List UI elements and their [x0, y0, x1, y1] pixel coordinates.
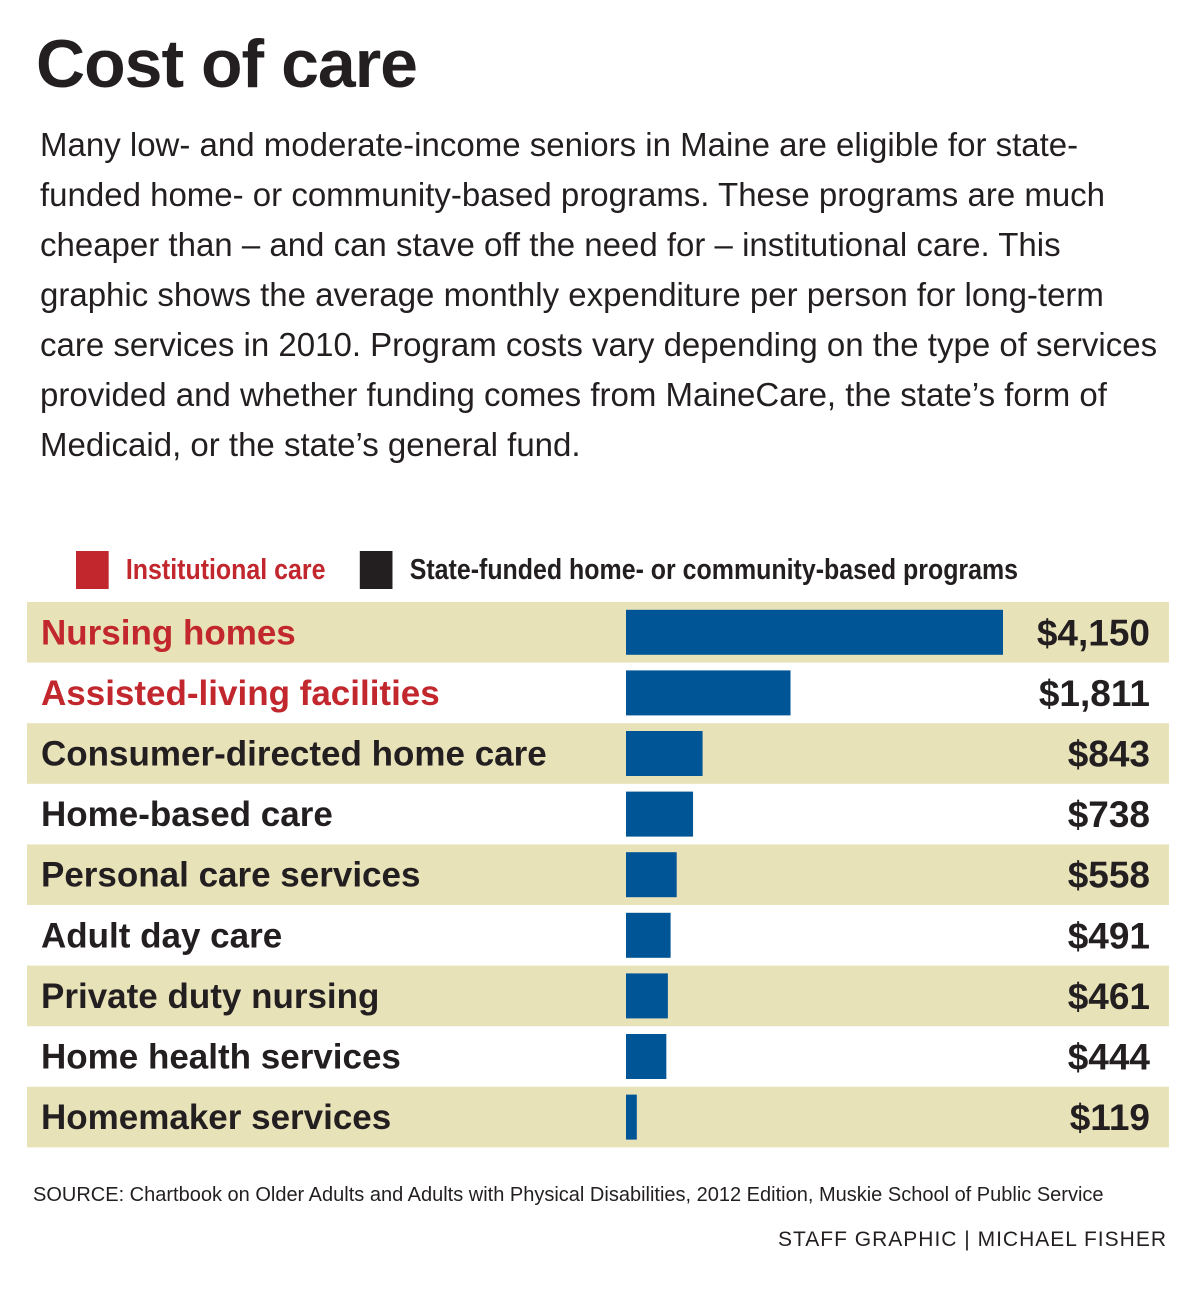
value-label: $1,811 — [1039, 673, 1150, 714]
bar — [626, 791, 694, 837]
bar — [626, 609, 1003, 655]
value-label: $4,150 — [1037, 612, 1150, 653]
legend-item-state-funded: State-funded home- or community-based pr… — [359, 551, 1019, 589]
category-label: Consumer-directed home care — [41, 735, 547, 774]
legend-swatch-state-funded — [359, 551, 393, 589]
bar — [626, 973, 668, 1019]
value-label: $738 — [1068, 794, 1150, 835]
value-label: $843 — [1068, 734, 1150, 775]
category-label: Private duty nursing — [41, 977, 379, 1016]
value-label: $461 — [1068, 976, 1150, 1017]
bar — [626, 670, 791, 716]
value-label: $119 — [1070, 1097, 1150, 1138]
row-band — [27, 965, 1169, 1027]
bar — [626, 852, 677, 898]
staff-credit: STAFF GRAPHIC | MICHAEL FISHER — [778, 1228, 1167, 1251]
source-note: SOURCE: Chartbook on Older Adults and Ad… — [33, 1184, 1104, 1206]
value-label: $558 — [1068, 855, 1150, 896]
legend-label-institutional: Institutional care — [125, 553, 326, 586]
value-label: $491 — [1068, 915, 1150, 956]
row-band — [27, 1086, 1169, 1148]
category-label: Nursing homes — [41, 613, 296, 652]
chart-title: Cost of care — [36, 26, 418, 102]
category-label: Home health services — [41, 1038, 401, 1077]
row-band — [27, 723, 1169, 784]
bar — [626, 912, 671, 958]
bar — [626, 731, 703, 776]
bar-chart-svg: Nursing homes $4,150 Assisted-living facil… — [27, 602, 1169, 1148]
legend-swatch-institutional — [76, 551, 109, 589]
category-label: Homemaker services — [41, 1098, 391, 1137]
value-label: $444 — [1068, 1037, 1151, 1078]
bar-chart: Nursing homes $4,150 Assisted-living facil… — [27, 602, 1169, 1148]
category-label: Assisted-living facilities — [41, 674, 440, 713]
category-label: Personal care services — [41, 856, 420, 895]
legend-item-institutional: Institutional care — [76, 551, 325, 589]
legend: Institutional care State-funded home- or… — [76, 548, 1052, 592]
intro-text: Many low- and moderate-income seniors in… — [40, 126, 1158, 463]
bar — [626, 1034, 667, 1079]
category-label: Home-based care — [41, 795, 333, 834]
legend-label-state-funded: State-funded home- or community-based pr… — [409, 553, 1019, 586]
category-label: Adult day care — [41, 916, 282, 955]
row-band — [27, 844, 1169, 905]
bar — [626, 1094, 637, 1140]
